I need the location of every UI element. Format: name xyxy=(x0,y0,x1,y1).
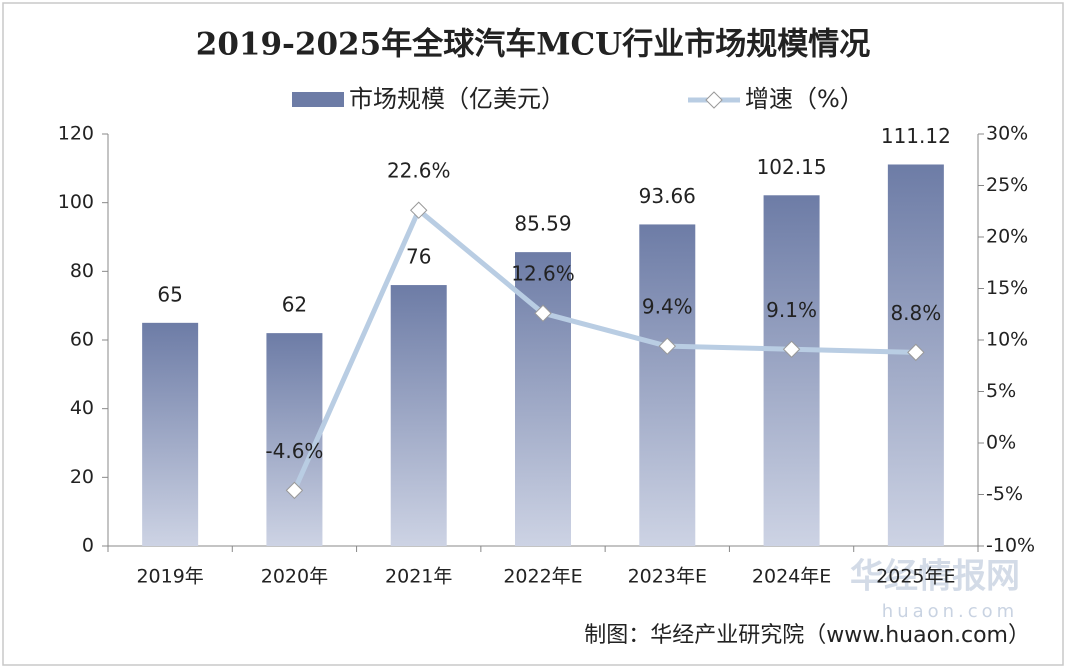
x-tick-label: 2025年E xyxy=(876,566,955,588)
line-marker xyxy=(410,201,428,219)
legend-label: 市场规模（亿美元） xyxy=(349,85,565,113)
y-tick-label: 20 xyxy=(70,466,94,488)
y-tick-label: 60 xyxy=(70,329,94,351)
y-tick-label: 0 xyxy=(82,535,94,557)
legend-marker xyxy=(705,91,723,109)
y2-tick-label: 5% xyxy=(986,380,1016,402)
line-marker xyxy=(658,337,676,355)
y2-tick-label: 30% xyxy=(986,123,1028,145)
y-tick-label: 40 xyxy=(70,397,94,419)
line-value-label: -4.6% xyxy=(265,439,323,463)
y-tick-label: 80 xyxy=(70,260,94,282)
x-tick-label: 2019年 xyxy=(136,566,203,588)
bar xyxy=(142,322,199,546)
watermark-url: huaon.com xyxy=(882,601,1018,622)
line-marker xyxy=(907,343,925,362)
x-tick-label: 2021年 xyxy=(385,566,452,588)
bar-value-label: 76 xyxy=(406,245,431,269)
x-tick-label: 2020年 xyxy=(261,566,328,588)
bar xyxy=(390,285,447,546)
bar-value-label: 102.15 xyxy=(757,155,827,179)
legend-swatch xyxy=(292,92,344,107)
y2-tick-label: 25% xyxy=(986,174,1028,196)
bar xyxy=(763,195,820,546)
watermark: 华经情报网 xyxy=(850,557,1020,597)
line-value-label: 12.6% xyxy=(511,262,575,286)
x-tick-label: 2024年E xyxy=(752,566,831,588)
x-tick-label: 2023年E xyxy=(628,566,707,588)
line-marker xyxy=(782,340,801,358)
y-tick-label: 120 xyxy=(58,123,94,145)
bar xyxy=(266,333,323,546)
line-value-label: 9.4% xyxy=(642,295,693,319)
bar xyxy=(639,224,696,546)
line-value-label: 8.8% xyxy=(890,301,941,325)
bar-value-label: 93.66 xyxy=(639,184,696,208)
x-tick-label: 2022年E xyxy=(503,566,582,588)
y-tick-label: 100 xyxy=(58,191,94,213)
bar-value-label: 65 xyxy=(157,282,182,306)
line-marker xyxy=(534,304,552,322)
y2-tick-label: 20% xyxy=(986,226,1028,248)
y2-tick-label: 10% xyxy=(986,329,1028,351)
legend-label: 增速（%） xyxy=(745,85,864,113)
y2-tick-label: -10% xyxy=(986,535,1035,557)
bar-value-label: 85.59 xyxy=(514,212,571,236)
source: 制图：华经产业研究院（www.huaon.com） xyxy=(584,623,1030,648)
bar xyxy=(515,252,571,547)
chart-title: 2019-2025年全球汽车MCU行业市场规模情况 xyxy=(196,27,870,63)
line-marker xyxy=(285,481,304,500)
y2-tick-label: 0% xyxy=(986,432,1016,454)
y2-tick-label: -5% xyxy=(986,483,1023,505)
line-value-label: 22.6% xyxy=(387,159,451,183)
bar-value-label: 111.12 xyxy=(881,124,951,148)
line xyxy=(292,207,916,492)
bar-value-label: 62 xyxy=(282,293,307,317)
y2-tick-label: 15% xyxy=(986,277,1028,299)
line-value-label: 9.1% xyxy=(766,298,817,322)
